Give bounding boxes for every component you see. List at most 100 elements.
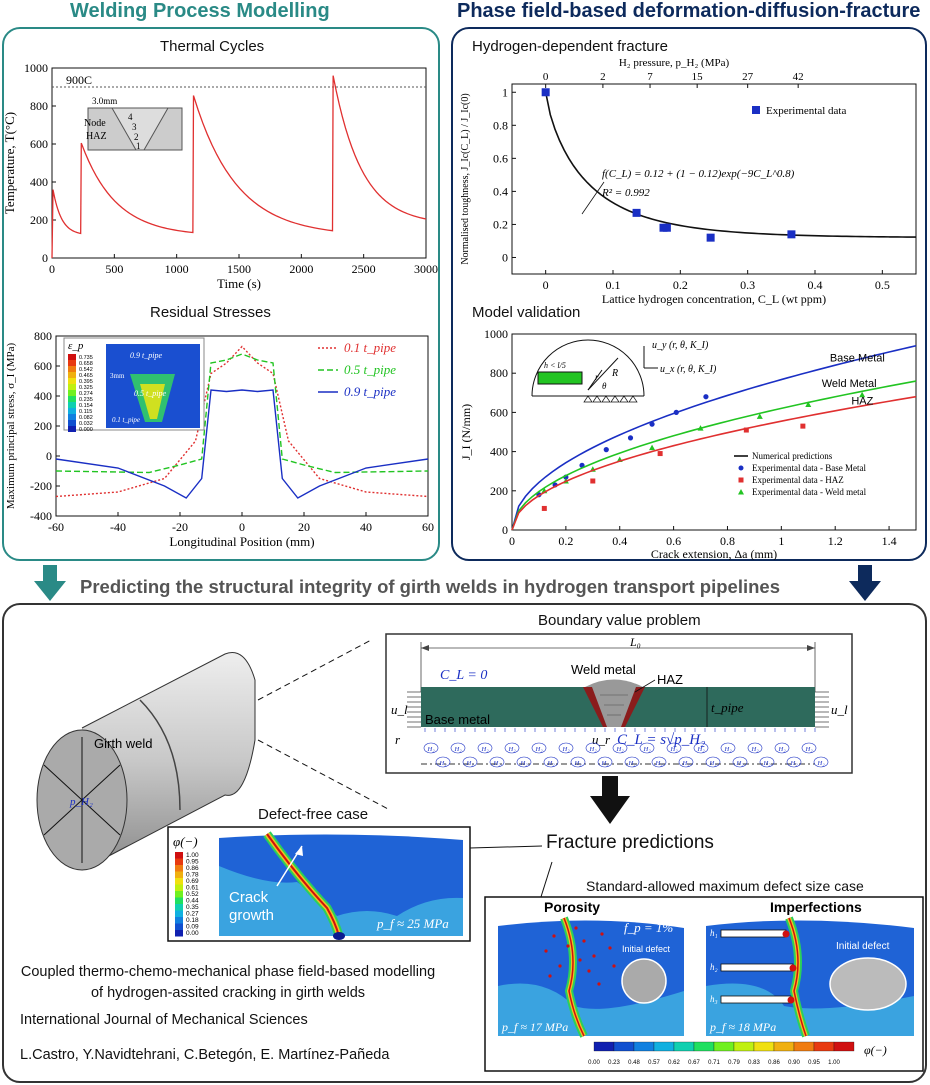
bvp-h2-label: H₂ — [670, 746, 679, 753]
bvp-h2-label: H₂ — [682, 760, 691, 767]
fracture-ytick-label: 0 — [502, 250, 508, 264]
pore — [548, 974, 552, 978]
contour-label-3mm: 3mm — [110, 372, 125, 380]
h3-label: h₃ — [710, 994, 718, 1004]
inset-pass-1: 1 — [136, 141, 141, 151]
df-scale-value: 0.86 — [186, 865, 199, 872]
validation-haz-point — [800, 423, 806, 429]
authors: L.Castro, Y.Navidtehrani, C.Betegón, E. … — [20, 1047, 390, 1063]
pipe-drawing: p_H₂ Girth weld — [36, 640, 390, 871]
porosity-pf: p_f ≈ 17 MPa — [501, 1020, 568, 1034]
h2-label: h₂ — [710, 962, 718, 972]
thermal-xtick-label: 2000 — [289, 262, 313, 276]
std-scale-value: 0.62 — [668, 1060, 680, 1066]
contour-color-swatch — [68, 354, 76, 360]
contour-color-swatch — [68, 408, 76, 414]
std-scale-swatch — [713, 1041, 735, 1052]
std-scale-value: 0.71 — [708, 1060, 720, 1066]
residual-chart: -60 -40 -20 0 20 40 60-400-20002004006008000.1… — [5, 329, 434, 549]
std-scale-swatch — [633, 1041, 655, 1052]
validation-xtick-label: 1.2 — [828, 534, 843, 548]
fracture-xtick-label: 0.5 — [875, 278, 890, 292]
bvp-weld-region — [592, 687, 636, 727]
bvp-h2-label: H₂ — [817, 760, 826, 767]
residual-series-0 — [55, 345, 429, 498]
contour-color-swatch — [68, 414, 76, 420]
residual-title: Residual Stresses — [150, 304, 271, 321]
std-scale-swatch — [653, 1041, 675, 1052]
bvp-h2-bubble — [543, 756, 559, 768]
pore — [592, 954, 596, 958]
bvp-h2-bubble — [759, 756, 775, 768]
contour-color-swatch — [68, 426, 76, 432]
df-scale-swatch — [175, 871, 183, 878]
fracture-down-arrow — [590, 776, 630, 824]
pore — [574, 926, 578, 930]
bvp-weld-metal-label: Weld metal — [571, 662, 636, 677]
inset-support — [628, 395, 638, 403]
bvp-h2-bubble — [732, 756, 748, 768]
contour-color-swatch — [68, 402, 76, 408]
fracture-top-tick-label: 27 — [742, 71, 754, 83]
df-scale-value: 0.44 — [186, 898, 199, 905]
residual-ytick-label: 600 — [34, 359, 52, 373]
bvp-h2-bubble — [786, 756, 802, 768]
validation-haz-point — [590, 478, 596, 484]
contour-color-swatch — [68, 390, 76, 396]
bvp-h2-label: H₂ — [589, 746, 598, 753]
fracture-r2: R² = 0.992 — [601, 187, 650, 199]
residual-ytick-label: 200 — [34, 419, 52, 433]
thermal-ytick-label: 800 — [30, 99, 48, 113]
std-scale-swatch — [833, 1041, 855, 1052]
std-scale-value: 0.00 — [588, 1060, 600, 1066]
bvp-h2-label: H₂ — [805, 746, 814, 753]
validation-inset: h < l/5 Rrθ u_y (r, θ, K_I) u_x (r, θ, K_I) — [531, 339, 717, 403]
porosity-fp: f_p = 1% — [624, 920, 673, 935]
inset-support — [601, 395, 611, 403]
bvp-h2-label: H₂ — [466, 760, 475, 767]
df-scale-value: 1.00 — [186, 852, 199, 859]
std-scale-value: 0.79 — [728, 1060, 740, 1066]
std-scale-swatch — [613, 1041, 635, 1052]
df-scale-swatch — [175, 878, 183, 885]
validation-xtick-label: 0.4 — [612, 534, 627, 548]
residual-series-2 — [55, 389, 429, 499]
residual-xtick-label: 60 — [422, 520, 434, 534]
contour-value: 0.325 — [79, 385, 93, 391]
phi-label: φ(−) — [173, 834, 198, 849]
fracture-xtick-label: 0.1 — [606, 278, 621, 292]
validation-ytick-label: 800 — [490, 366, 508, 380]
inset-haz: HAZ — [86, 131, 107, 142]
fracture-frame — [511, 83, 917, 275]
fracture-equation: f(C_L) = 0.12 + (1 − 0.12)exp(−9C_L^0.8) — [602, 168, 795, 180]
validation-frame — [511, 333, 917, 531]
thermal-xtick-label: 0 — [49, 262, 55, 276]
validation-legend-3: Experimental data - Weld metal — [752, 487, 867, 497]
std-scale-swatch — [693, 1041, 715, 1052]
bvp-h2-label: H₂ — [697, 746, 706, 753]
validation-xtick-label: 0.6 — [666, 534, 681, 548]
bvp-r: r — [395, 732, 401, 747]
validation-xtick-label: 1.4 — [882, 534, 897, 548]
structural-panel — [2, 603, 927, 1083]
df-scale-value: 0.00 — [186, 930, 199, 937]
teal-down-arrow — [34, 565, 66, 601]
bvp-h2-bubble — [693, 742, 709, 754]
bvp-h2-label: H₂ — [628, 760, 637, 767]
validation-legend-haz-marker — [738, 477, 744, 483]
bvp-h2-label: H₂ — [763, 760, 772, 767]
inset-r: r — [595, 372, 599, 382]
residual-xtick-label: 0 — [239, 520, 245, 534]
bvp-h2-label: H₂ — [427, 746, 436, 753]
bvp-h2-bubble — [570, 756, 586, 768]
fracture-ylabel: Normalised toughness, J_Ic(C_L) / J_Ic(0… — [460, 93, 471, 264]
thermal-title: Thermal Cycles — [160, 38, 265, 55]
contour-core — [140, 384, 165, 419]
residual-ytick-label: 0 — [46, 449, 52, 463]
contour-value: 0.115 — [79, 409, 92, 415]
fracture-fit-curve — [544, 92, 917, 238]
contour-color-swatch — [68, 420, 76, 426]
pore — [552, 934, 556, 938]
bvp-h2-label: H₂ — [778, 746, 787, 753]
contour-color-swatch — [68, 396, 76, 402]
